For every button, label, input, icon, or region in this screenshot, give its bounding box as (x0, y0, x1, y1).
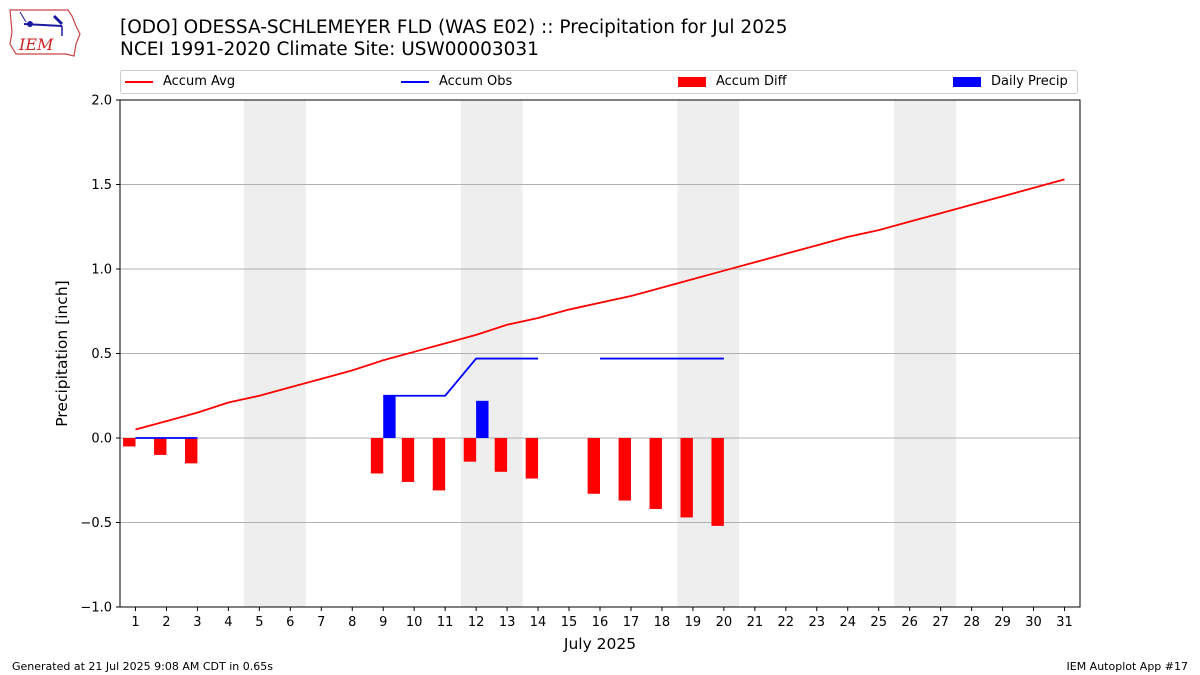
accum-diff-bar-day-16 (587, 438, 600, 494)
x-tick-label: 28 (963, 615, 980, 630)
x-tick-label: 17 (623, 615, 640, 630)
iem-logo: IEM (9, 9, 81, 57)
x-tick-label: 14 (530, 615, 547, 630)
x-tick-label: 18 (654, 615, 671, 630)
legend-item-daily-precip: Daily Precip (953, 74, 1068, 89)
accum-diff-bar-day-13 (494, 438, 508, 472)
x-tick-label: 22 (778, 615, 795, 630)
legend-item-accum-obs: Accum Obs (401, 74, 512, 89)
logo-text: IEM (18, 35, 54, 54)
accum-diff-bar-day-10 (401, 438, 415, 482)
x-tick-label: 27 (932, 615, 949, 630)
daily-precip-bar-day-12 (476, 400, 489, 438)
accum-diff-bar-day-12 (463, 438, 477, 462)
y-tick-label: 1.0 (91, 263, 112, 278)
accum-diff-bar-day-1 (123, 438, 136, 447)
y-tick-label: −1.0 (80, 601, 112, 616)
x-tick-label: 8 (348, 615, 356, 630)
x-tick-label: 1 (131, 615, 139, 630)
legend-swatch-accum-obs (401, 80, 429, 83)
legend-swatch-accum-diff (678, 76, 706, 87)
x-tick-label: 12 (468, 615, 485, 630)
legend-item-accum-avg: Accum Avg (125, 74, 235, 89)
x-tick-label: 31 (1056, 615, 1073, 630)
accum-diff-bar-day-11 (432, 438, 446, 491)
legend-label-accum-obs: Accum Obs (439, 74, 513, 89)
accum-avg-line (135, 178, 1065, 431)
x-tick-label: 26 (901, 615, 918, 630)
chart-title: [ODO] ODESSA-SCHLEMEYER FLD (WAS E02) ::… (120, 17, 788, 38)
x-tick-label: 5 (255, 615, 263, 630)
x-tick-label: 6 (286, 615, 294, 630)
footer-app-text: IEM Autoplot App #17 (1066, 660, 1189, 673)
legend-label-daily-precip: Daily Precip (991, 74, 1068, 89)
legend-swatch-daily-precip (953, 76, 981, 87)
x-tick-label: 9 (379, 615, 387, 630)
x-tick-label: 19 (685, 615, 702, 630)
legend-item-accum-diff: Accum Diff (678, 74, 787, 89)
accum-diff-bar-day-14 (525, 438, 539, 479)
y-axis-label: Precipitation [inch] (53, 280, 71, 426)
x-tick-label: 10 (406, 615, 423, 630)
accum-diff-bar-day-17 (618, 438, 631, 501)
legend: Accum Avg Accum Obs Accum Diff Daily Pre… (120, 70, 1078, 94)
x-tick-label: 2 (162, 615, 170, 630)
x-tick-label: 15 (561, 615, 578, 630)
x-tick-label: 4 (224, 615, 232, 630)
iowa-map-outline-icon (9, 9, 81, 57)
y-tick-label: 0.0 (91, 432, 112, 447)
y-tick-label: 1.5 (91, 178, 112, 193)
x-tick-label: 13 (499, 615, 516, 630)
accum-diff-bar-day-2 (154, 438, 167, 455)
accum-diff-bar-day-3 (185, 438, 198, 464)
chart-subtitle: NCEI 1991-2020 Climate Site: USW00003031 (120, 39, 539, 60)
x-tick-label: 29 (994, 615, 1011, 630)
x-tick-label: 3 (193, 615, 201, 630)
accum-diff-bar-day-9 (370, 438, 384, 474)
daily-precip-bar-day-9 (383, 395, 396, 438)
legend-label-accum-avg: Accum Avg (163, 74, 236, 89)
x-tick-label: 21 (747, 615, 764, 630)
y-tick-label: 0.5 (91, 347, 112, 362)
x-tick-label: 30 (1025, 615, 1042, 630)
x-tick-label: 24 (839, 615, 856, 630)
accum-obs-line-segment-1 (383, 357, 539, 397)
footer-generated-text: Generated at 21 Jul 2025 9:08 AM CDT in … (12, 660, 273, 673)
x-tick-label: 23 (809, 615, 826, 630)
accum-diff-bar-day-18 (649, 438, 662, 509)
accum-diff-bar-day-20 (711, 438, 724, 526)
x-tick-label: 7 (317, 615, 325, 630)
y-tick-label: −0.5 (80, 516, 112, 531)
y-tick-label: 2.0 (91, 94, 112, 109)
x-tick-label: 20 (716, 615, 733, 630)
accum-diff-bar-day-19 (680, 438, 693, 518)
legend-label-accum-diff: Accum Diff (716, 74, 787, 89)
legend-swatch-accum-avg (125, 80, 153, 83)
x-axis-label: July 2025 (563, 635, 636, 653)
x-tick-label: 11 (437, 615, 454, 630)
x-tick-label: 25 (870, 615, 887, 630)
x-tick-label: 16 (592, 615, 609, 630)
